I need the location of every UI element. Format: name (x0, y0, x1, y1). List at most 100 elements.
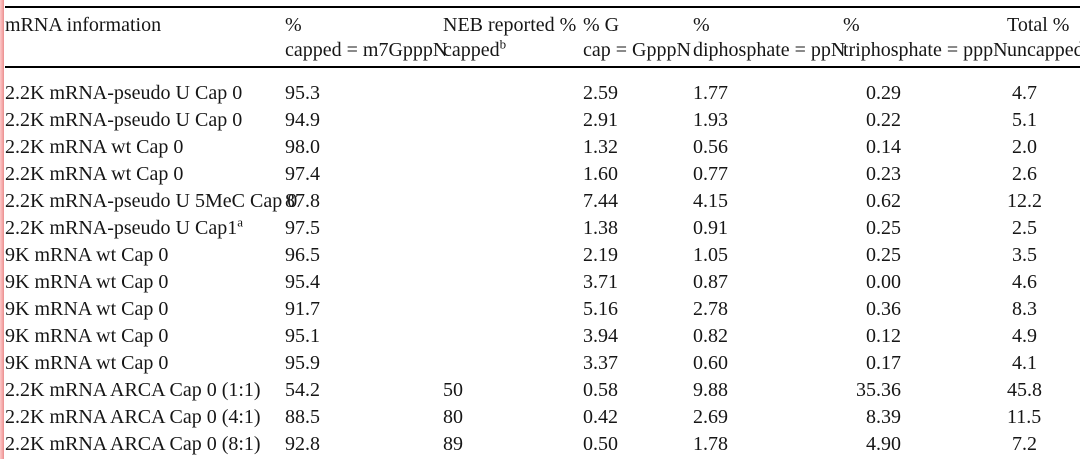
cell-mrna-name: 2.2K mRNA ARCA Cap 0 (4:1) (5, 404, 285, 431)
cell-mrna-name: 9K mRNA wt Cap 0 (5, 269, 285, 296)
cell-tri: 0.25 (843, 242, 1007, 269)
cell-neb: 89 (443, 433, 463, 455)
col-header-mrna-information: mRNA information (5, 7, 285, 68)
cell-gcap: 0.42 (583, 406, 618, 428)
cell-mrna-name: 9K mRNA wt Cap 0 (5, 296, 285, 323)
cell-neb (443, 323, 583, 350)
cell-mrna-name: 2.2K mRNA wt Cap 0 (5, 134, 285, 161)
table-header-row: mRNA information % capped = m7GpppN NEB … (5, 7, 1080, 68)
numeric-value: 0.36 (866, 298, 901, 320)
numeric-value: 11.5 (1007, 406, 1042, 428)
footnote-marker-a: a (237, 214, 243, 230)
cell-neb (443, 134, 583, 161)
cell-dip: 2.78 (693, 298, 728, 320)
numeric-value: 0.23 (866, 163, 901, 185)
cell-unc: 12.2 (1007, 188, 1080, 215)
cell-dip: 0.87 (693, 271, 728, 293)
numeric-value: 4.7 (1012, 82, 1037, 104)
col-header-total-percent-uncapped: Total % uncapped (1007, 7, 1080, 68)
col-header-percent-triphosphate: % triphosphate = pppN (843, 7, 1008, 68)
cell-tri: 4.90 (843, 431, 1007, 458)
cell-mrna-name: 2.2K mRNA-pseudo U Cap1a (5, 215, 285, 242)
numeric-value: 8.3 (1012, 298, 1037, 320)
cell-dip: 1.77 (693, 82, 728, 104)
header-line2: diphosphate = ppN (693, 39, 846, 61)
table-row: 9K mRNA wt Cap 0 95.1 3.94 0.82 0.12 4.9 (5, 323, 1080, 350)
numeric-value: 3.5 (1012, 244, 1037, 266)
numeric-value: 0.22 (866, 109, 901, 131)
mrna-name-text: 9K mRNA wt Cap 0 (5, 244, 169, 266)
cell-unc: 5.1 (1007, 107, 1080, 134)
cell-gcap: 0.50 (583, 433, 618, 455)
cell-neb (443, 188, 583, 215)
capping-results-table: mRNA information % capped = m7GpppN NEB … (5, 6, 1080, 458)
mrna-name-text: 9K mRNA wt Cap 0 (5, 298, 169, 320)
cell-capped: 95.3 (285, 82, 320, 104)
mrna-name-text: 2.2K mRNA ARCA Cap 0 (4:1) (5, 406, 261, 428)
numeric-value: 2.6 (1012, 163, 1037, 185)
cell-neb (443, 161, 583, 188)
cell-dip: 0.91 (693, 217, 728, 239)
numeric-value: 4.1 (1012, 352, 1037, 374)
cell-mrna-name: 9K mRNA wt Cap 0 (5, 323, 285, 350)
cell-capped: 98.0 (285, 136, 320, 158)
header-line1: mRNA information (5, 14, 162, 36)
cell-unc: 4.1 (1007, 350, 1080, 377)
numeric-value: 4.9 (1012, 325, 1037, 347)
cell-tri: 0.36 (843, 296, 1007, 323)
table-row: 2.2K mRNA-pseudo U Cap 0 95.3 2.59 1.77 0.29… (5, 67, 1080, 107)
header-line1: NEB reported % (443, 14, 577, 36)
cell-gcap: 3.37 (583, 352, 618, 374)
cell-capped: 96.5 (285, 244, 320, 266)
cell-dip: 9.88 (693, 379, 728, 401)
cell-mrna-name: 2.2K mRNA-pseudo U Cap 0 (5, 67, 285, 107)
cell-dip: 0.56 (693, 136, 728, 158)
mrna-name-text: 2.2K mRNA wt Cap 0 (5, 136, 184, 158)
mrna-name-text: 2.2K mRNA ARCA Cap 0 (8:1) (5, 433, 261, 455)
header-line2: uncapped (1007, 39, 1080, 61)
cell-unc: 2.6 (1007, 161, 1080, 188)
cell-capped: 97.5 (285, 217, 320, 239)
mrna-name-text: 9K mRNA wt Cap 0 (5, 325, 169, 347)
numeric-value: 2.5 (1012, 217, 1037, 239)
cell-unc: 4.7 (1007, 67, 1080, 107)
mrna-name-text: 9K mRNA wt Cap 0 (5, 271, 169, 293)
cell-capped: 94.9 (285, 109, 320, 131)
mrna-name-text: 2.2K mRNA-pseudo U Cap 0 (5, 109, 243, 131)
numeric-value: 45.8 (1007, 379, 1042, 401)
col-header-percent-capped: % capped = m7GpppN (285, 7, 447, 68)
cell-capped: 92.8 (285, 433, 320, 455)
header-line2: capped (443, 39, 500, 61)
cell-neb (443, 350, 583, 377)
numeric-value: 2.0 (1012, 136, 1037, 158)
cell-unc: 2.0 (1007, 134, 1080, 161)
mrna-name-text: 9K mRNA wt Cap 0 (5, 352, 169, 374)
cell-unc: 3.5 (1007, 242, 1080, 269)
cell-gcap: 1.60 (583, 163, 618, 185)
cell-capped: 95.9 (285, 352, 320, 374)
col-header-percent-g-cap: % G cap = GpppN (583, 7, 693, 68)
header-line2: triphosphate = pppN (843, 39, 1008, 61)
numeric-value: 0.29 (866, 82, 901, 104)
cell-unc: 4.9 (1007, 323, 1080, 350)
cell-tri: 0.23 (843, 161, 1007, 188)
table-row: 9K mRNA wt Cap 0 95.4 3.71 0.87 0.00 4.6 (5, 269, 1080, 296)
cell-tri: 0.22 (843, 107, 1007, 134)
numeric-value: 0.17 (866, 352, 901, 374)
cell-capped: 87.8 (285, 190, 320, 212)
mrna-name-text: 2.2K mRNA-pseudo U Cap 0 (5, 82, 243, 104)
table-row: 2.2K mRNA ARCA Cap 0 (4:1) 88.5 80 0.42 2.69… (5, 404, 1080, 431)
cell-mrna-name: 2.2K mRNA wt Cap 0 (5, 161, 285, 188)
cell-gcap: 3.94 (583, 325, 618, 347)
numeric-value: 0.25 (866, 244, 901, 266)
cell-capped: 54.2 (285, 379, 320, 401)
margin-highlight-bar (0, 0, 4, 459)
cell-neb (443, 296, 583, 323)
table-row: 2.2K mRNA ARCA Cap 0 (1:1) 54.2 50 0.58 9.88… (5, 377, 1080, 404)
cell-mrna-name: 2.2K mRNA-pseudo U Cap 0 (5, 107, 285, 134)
numeric-value: 0.00 (866, 271, 901, 293)
cell-capped: 91.7 (285, 298, 320, 320)
cell-dip: 2.69 (693, 406, 728, 428)
numeric-value: 0.14 (866, 136, 901, 158)
cell-neb: 80 (443, 406, 463, 428)
